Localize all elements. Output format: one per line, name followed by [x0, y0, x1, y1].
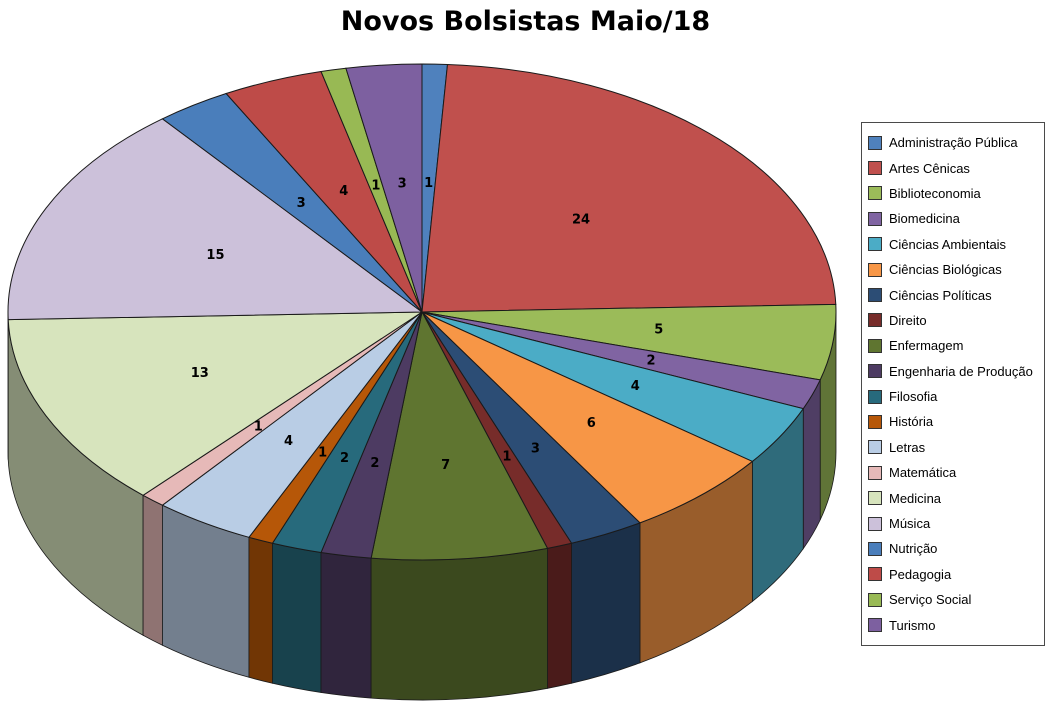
legend-swatch-administracao-publica	[868, 135, 882, 150]
slice-value-label-letras: 4	[284, 434, 293, 449]
legend-swatch-matematica	[868, 465, 882, 480]
pie-slice-artes-cenicas[interactable]	[421, 63, 837, 313]
slice-value-label-historia: 1	[318, 446, 327, 461]
legend-swatch-direito	[868, 313, 882, 328]
legend-swatch-servico-social	[868, 592, 882, 607]
legend-item-servico-social[interactable]: Serviço Social	[868, 587, 1038, 612]
slice-value-label-direito: 1	[502, 449, 511, 464]
legend-swatch-biomedicina	[868, 211, 882, 226]
legend-item-letras[interactable]: Letras	[868, 435, 1038, 460]
slice-value-label-artes-cenicas: 24	[572, 213, 590, 228]
legend-item-musica[interactable]: Música	[868, 511, 1038, 536]
legend-swatch-historia	[868, 414, 882, 429]
slice-value-label-nutricao: 3	[297, 196, 306, 211]
pie-slice-enfermagem[interactable]	[370, 310, 549, 561]
legend-label-enfermagem: Enfermagem	[889, 338, 964, 354]
slice-value-label-enfermagem: 7	[441, 458, 450, 473]
pie-slice-side-matematica	[142, 494, 163, 646]
legend: Administração Pública Artes Cênicas Biblio…	[861, 122, 1045, 646]
pie-slice-side-enfermagem	[370, 547, 548, 701]
legend-label-ciencias-biologicas: Ciências Biológicas	[889, 262, 1002, 278]
legend-label-medicina: Medicina	[889, 490, 942, 506]
legend-label-nutricao: Nutrição	[889, 541, 938, 557]
legend-swatch-ciencias-biologicas	[868, 262, 882, 277]
legend-item-engenharia-de-producao[interactable]: Engenharia de Produção	[868, 359, 1038, 384]
legend-item-biblioteconomia[interactable]: Biblioteconomia	[868, 181, 1038, 206]
legend-label-pedagogia: Pedagogia	[889, 566, 952, 582]
legend-item-ciencias-ambientais[interactable]: Ciências Ambientais	[868, 232, 1038, 257]
pie-slice-turismo[interactable]	[345, 63, 423, 313]
slice-value-label-matematica: 1	[254, 420, 263, 435]
pie-slice-side-engenharia-de-producao	[320, 552, 372, 699]
legend-label-direito: Direito	[889, 312, 927, 328]
legend-label-musica: Música	[889, 516, 931, 532]
legend-item-matematica[interactable]: Matemática	[868, 460, 1038, 485]
legend-item-biomedicina[interactable]: Biomedicina	[868, 206, 1038, 231]
legend-swatch-ciencias-politicas	[868, 288, 882, 303]
legend-item-direito[interactable]: Direito	[868, 308, 1038, 333]
legend-item-nutricao[interactable]: Nutrição	[868, 536, 1038, 561]
legend-swatch-letras	[868, 440, 882, 455]
legend-item-turismo[interactable]: Turismo	[868, 612, 1038, 637]
pie-slice-side-direito	[547, 542, 572, 689]
legend-swatch-biblioteconomia	[868, 186, 882, 201]
legend-swatch-nutricao	[868, 541, 882, 556]
legend-item-historia[interactable]: História	[868, 409, 1038, 434]
legend-label-historia: História	[889, 414, 934, 430]
legend-item-pedagogia[interactable]: Pedagogia	[868, 562, 1038, 587]
slice-value-label-turismo: 3	[398, 177, 407, 192]
slice-value-label-pedagogia: 4	[339, 184, 348, 199]
legend-label-artes-cenicas: Artes Cênicas	[889, 160, 970, 176]
legend-swatch-engenharia-de-producao	[868, 364, 882, 379]
slice-value-label-ciencias-biologicas: 6	[587, 416, 596, 431]
legend-swatch-pedagogia	[868, 567, 882, 582]
pie-slice-medicina[interactable]	[7, 311, 424, 496]
legend-item-enfermagem[interactable]: Enfermagem	[868, 333, 1038, 358]
legend-label-ciencias-ambientais: Ciências Ambientais	[889, 236, 1007, 252]
legend-swatch-filosofia	[868, 389, 882, 404]
legend-label-biomedicina: Biomedicina	[889, 211, 960, 227]
legend-swatch-turismo	[868, 618, 882, 633]
pie-slice-side-filosofia	[272, 542, 322, 693]
legend-item-artes-cenicas[interactable]: Artes Cênicas	[868, 155, 1038, 180]
pie-slice-ciencias-biologicas[interactable]	[421, 311, 754, 524]
slice-value-label-ciencias-politicas: 3	[531, 441, 540, 456]
pie-slice-musica[interactable]	[7, 118, 424, 321]
legend-swatch-artes-cenicas	[868, 161, 882, 176]
slice-value-label-filosofia: 2	[340, 451, 349, 466]
slice-value-label-ciencias-ambientais: 4	[631, 379, 640, 394]
legend-item-ciencias-biologicas[interactable]: Ciências Biológicas	[868, 257, 1038, 282]
pie-slice-side-historia	[248, 536, 273, 684]
legend-label-biblioteconomia: Biblioteconomia	[889, 185, 981, 201]
legend-label-filosofia: Filosofia	[889, 389, 938, 405]
legend-label-turismo: Turismo	[889, 617, 936, 633]
legend-swatch-enfermagem	[868, 338, 882, 353]
legend-label-servico-social: Serviço Social	[889, 592, 972, 608]
legend-label-engenharia-de-producao: Engenharia de Produção	[889, 363, 1033, 379]
legend-item-filosofia[interactable]: Filosofia	[868, 384, 1038, 409]
slice-value-label-engenharia-de-producao: 2	[370, 456, 379, 471]
legend-swatch-medicina	[868, 491, 882, 506]
slice-value-label-administracao-publica: 1	[424, 176, 433, 191]
pie-slice-side-ciencias-politicas	[571, 522, 641, 684]
legend-label-administracao-publica: Administração Pública	[889, 135, 1018, 151]
slice-value-label-biomedicina: 2	[647, 353, 656, 368]
legend-item-ciencias-politicas[interactable]: Ciências Políticas	[868, 282, 1038, 307]
legend-label-ciencias-politicas: Ciências Políticas	[889, 287, 992, 303]
slice-value-label-servico-social: 1	[371, 179, 380, 194]
legend-swatch-musica	[868, 516, 882, 531]
legend-swatch-ciencias-ambientais	[868, 237, 882, 252]
chart-title: Novos Bolsistas Maio/18	[340, 6, 711, 37]
legend-label-letras: Letras	[889, 439, 926, 455]
slice-value-label-musica: 15	[206, 248, 224, 263]
legend-item-medicina[interactable]: Medicina	[868, 485, 1038, 510]
legend-label-matematica: Matemática	[889, 465, 957, 481]
legend-item-administracao-publica[interactable]: Administração Pública	[868, 130, 1038, 155]
slice-value-label-medicina: 13	[191, 366, 209, 381]
slice-value-label-biblioteconomia: 5	[654, 323, 663, 338]
